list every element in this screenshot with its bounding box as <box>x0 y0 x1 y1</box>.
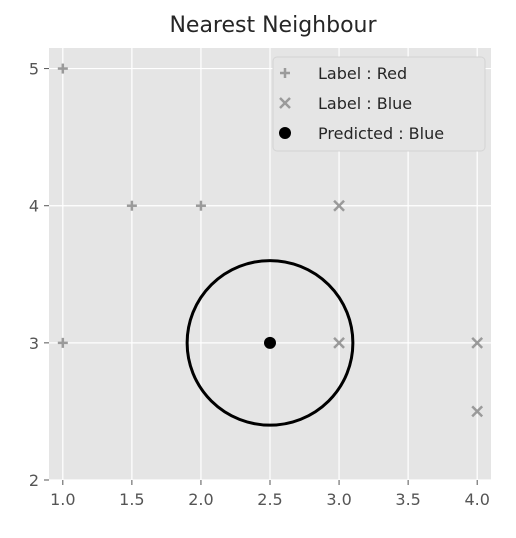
legend-label: Label : Red <box>318 64 407 83</box>
x-tick-label: 3.0 <box>326 490 351 509</box>
x-tick-label: 1.0 <box>50 490 75 509</box>
x-tick-label: 3.5 <box>395 490 420 509</box>
y-tick-label: 3 <box>29 334 39 353</box>
point-series-3 <box>264 337 276 349</box>
x-tick-label: 2.5 <box>257 490 282 509</box>
x-tick-label: 1.5 <box>119 490 144 509</box>
y-tick-label: 5 <box>29 60 39 79</box>
legend-marker-3 <box>279 127 291 139</box>
legend-label: Predicted : Blue <box>318 124 444 143</box>
legend: Label : Red Label : Blue Predicted : Blue <box>273 57 485 151</box>
y-tick-label: 4 <box>29 197 39 216</box>
y-tick-label: 2 <box>29 471 39 490</box>
x-tick-label: 2.0 <box>188 490 213 509</box>
x-tick-label: 4.0 <box>464 490 489 509</box>
chart-title: Nearest Neighbour <box>169 13 377 38</box>
legend-label: Label : Blue <box>318 94 412 113</box>
